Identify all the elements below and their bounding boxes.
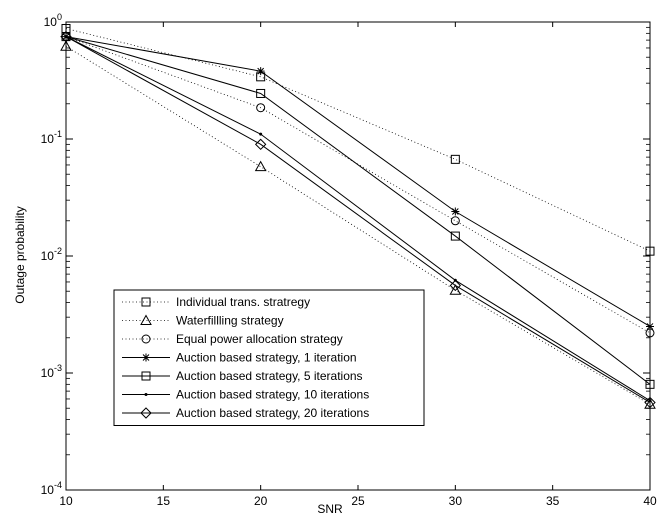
legend-entry: Auction based strategy, 5 iterations	[122, 369, 363, 383]
y-tick-label: 100	[44, 12, 62, 29]
legend-entry: Auction based strategy, 10 iterations	[122, 388, 369, 402]
y-tick-exponent: -4	[54, 480, 62, 490]
series-line	[65, 36, 651, 385]
legend-label: Individual trans. stratregy	[176, 295, 310, 309]
x-axis-ticks: 10 15 20 25 30 35 40	[59, 22, 657, 508]
y-tick-label: 10-1	[41, 129, 62, 146]
legend-marker	[141, 334, 151, 344]
legend-label: Auction based strategy, 10 iterations	[176, 388, 369, 402]
series-line	[65, 36, 651, 327]
y-tick-base: 10	[41, 366, 55, 380]
legend-marker	[141, 371, 151, 381]
y-tick-label: 10-2	[41, 246, 62, 263]
data-point	[254, 138, 267, 151]
y-axis-label: Outage probability	[13, 206, 27, 303]
legend-label: Auction based strategy, 20 iterations	[176, 406, 369, 420]
legend-marker	[140, 314, 152, 325]
data-point	[256, 67, 265, 76]
x-tick-label: 20	[254, 494, 268, 508]
data-point	[644, 396, 656, 409]
y-tick-exponent: -3	[54, 363, 62, 373]
legend-entry: Equal power allocation strategy	[122, 332, 343, 346]
y-tick-label: 10-4	[41, 480, 62, 497]
data-point	[449, 284, 462, 295]
legend-marker	[141, 297, 151, 307]
data-point	[60, 30, 72, 43]
legend-marker	[142, 353, 150, 362]
legend-marker	[140, 407, 152, 419]
data-point	[254, 160, 267, 172]
legend: Individual trans. stratregy Waterfillling…	[113, 289, 425, 426]
y-tick-base: 10	[41, 132, 55, 146]
data-point	[645, 246, 655, 256]
legend-entry: Auction based strategy, 20 iterations	[122, 406, 369, 420]
data-point	[61, 32, 71, 42]
series-layer	[60, 23, 656, 409]
y-tick-base: 10	[44, 15, 58, 29]
x-tick-label: 40	[643, 494, 657, 508]
y-tick-exponent: 0	[57, 12, 62, 22]
series-line	[65, 36, 651, 403]
data-point	[450, 154, 460, 164]
legend-marker	[144, 393, 148, 396]
legend-label: Auction based strategy, 1 iteration	[176, 351, 357, 365]
y-tick-exponent: -1	[54, 129, 62, 139]
data-point	[60, 40, 72, 51]
data-point	[449, 279, 462, 292]
y-tick-exponent: -2	[54, 246, 62, 256]
x-tick-label: 25	[351, 494, 365, 508]
x-axis-label: SNR	[317, 502, 343, 516]
x-tick-label: 15	[157, 494, 171, 508]
legend-label: Auction based strategy, 5 iterations	[176, 369, 363, 383]
x-tick-label: 35	[546, 494, 560, 508]
y-tick-base: 10	[41, 483, 55, 497]
data-point	[256, 103, 266, 113]
data-point	[259, 132, 263, 136]
legend-label: Equal power allocation strategy	[176, 332, 343, 346]
data-point	[450, 216, 460, 226]
x-tick-label: 30	[449, 494, 463, 508]
legend-entry: Auction based strategy, 1 iteration	[122, 351, 357, 365]
data-point	[451, 207, 460, 216]
series-7	[60, 30, 656, 409]
y-tick-label: 10-3	[41, 363, 62, 380]
legend-entry: Individual trans. stratregy	[122, 295, 310, 309]
series-line	[65, 36, 651, 402]
legend-entry: Waterfillling strategy	[122, 314, 284, 328]
y-tick-base: 10	[41, 249, 55, 263]
data-point	[450, 231, 460, 241]
legend-label: Waterfillling strategy	[176, 314, 284, 328]
x-tick-label: 10	[59, 494, 73, 508]
data-point	[646, 322, 654, 331]
data-point	[256, 88, 266, 98]
